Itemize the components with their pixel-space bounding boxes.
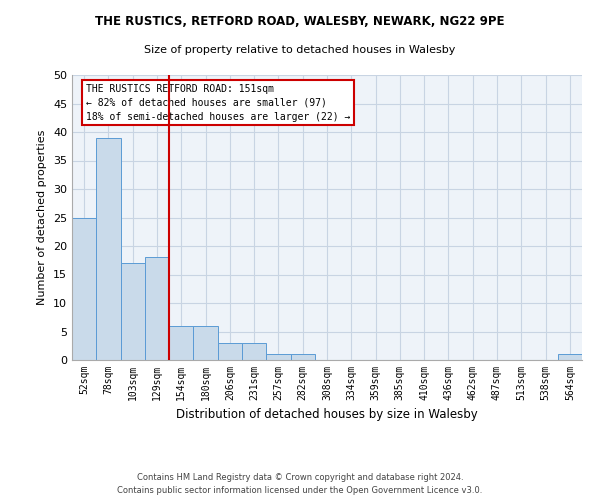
Bar [121,263,145,360]
Bar [242,343,266,360]
Bar [72,218,96,360]
Bar [290,354,315,360]
Text: THE RUSTICS RETFORD ROAD: 151sqm
← 82% of detached houses are smaller (97)
18% o: THE RUSTICS RETFORD ROAD: 151sqm ← 82% o… [86,84,350,122]
X-axis label: Distribution of detached houses by size in Walesby: Distribution of detached houses by size … [176,408,478,422]
Bar [96,138,121,360]
Bar [145,258,169,360]
Text: THE RUSTICS, RETFORD ROAD, WALESBY, NEWARK, NG22 9PE: THE RUSTICS, RETFORD ROAD, WALESBY, NEWA… [95,15,505,28]
Text: Contains HM Land Registry data © Crown copyright and database right 2024.
Contai: Contains HM Land Registry data © Crown c… [118,474,482,495]
Bar [558,354,582,360]
Bar [169,326,193,360]
Bar [218,343,242,360]
Bar [193,326,218,360]
Text: Size of property relative to detached houses in Walesby: Size of property relative to detached ho… [145,45,455,55]
Bar [266,354,290,360]
Y-axis label: Number of detached properties: Number of detached properties [37,130,47,305]
